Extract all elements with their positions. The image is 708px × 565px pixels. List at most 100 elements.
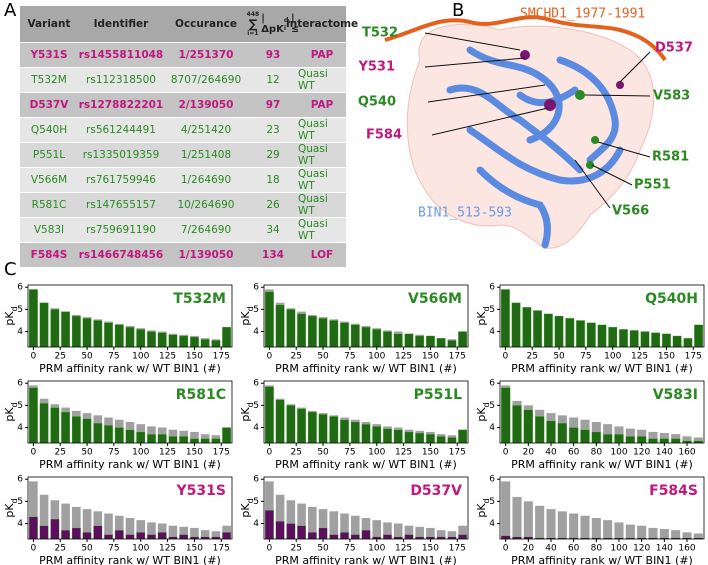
y-axis-label-main: pK xyxy=(475,407,488,422)
bar xyxy=(286,309,296,348)
x-tick-label: 125 xyxy=(159,352,176,362)
bar xyxy=(383,331,392,348)
x-tick-label: 120 xyxy=(633,448,650,458)
domain-label: BIN1_513-593 xyxy=(418,206,512,221)
bar xyxy=(318,318,328,348)
bar xyxy=(415,526,424,539)
y-tick-label: 6 xyxy=(253,379,259,389)
y-tick-label: 4 xyxy=(253,327,259,337)
bar xyxy=(39,302,49,348)
y-tick-label: 4 xyxy=(489,519,495,529)
x-tick-label: 75 xyxy=(344,544,355,554)
bar xyxy=(71,416,81,444)
bar xyxy=(72,506,81,539)
y-axis-label-main: pK xyxy=(475,503,488,518)
bar xyxy=(670,438,681,444)
bar xyxy=(264,291,274,348)
chart-title: T532M xyxy=(173,291,226,307)
bar xyxy=(640,331,650,348)
bar xyxy=(136,329,146,348)
y-axis-label-sub: d xyxy=(246,402,255,407)
x-tick-label: 150 xyxy=(186,352,203,362)
y-tick-label: 6 xyxy=(17,283,23,293)
sum-body: |ΔpK xyxy=(261,13,284,35)
bar xyxy=(307,411,317,444)
chart-title: Q540H xyxy=(645,291,698,307)
y-tick-label: 4 xyxy=(253,423,259,433)
x-axis-label: PRM affinity rank w/ WT BIN1 (#) xyxy=(39,362,221,375)
panel-label: C xyxy=(4,259,17,280)
table-cell: rs1466748456 xyxy=(78,243,164,268)
bar xyxy=(693,533,703,539)
bar xyxy=(125,326,135,348)
chart-title: D537V xyxy=(410,483,462,499)
x-tick-label: 100 xyxy=(132,352,149,362)
header-cell: 448 ∑ i=1 |ΔpK d, i | ≤ xyxy=(247,6,299,43)
table-body: Y531S rs1455811048 1/251370 93 PAP T532M rs112… xyxy=(20,43,346,268)
structure: SMCHD1_1977-1991 BIN1_513-593 xyxy=(384,7,667,249)
bar xyxy=(61,411,71,444)
plot-frame xyxy=(27,380,233,444)
panel-label: A xyxy=(4,0,17,21)
table-cell: 8707/264690 xyxy=(164,68,248,93)
bar xyxy=(286,405,296,444)
table-cell: 1/251408 xyxy=(164,143,248,168)
table-cell: 23 xyxy=(248,118,298,143)
bar xyxy=(297,525,307,540)
x-axis-label: PRM affinity rank w/ WT BIN1 (#) xyxy=(511,458,693,471)
bar xyxy=(404,525,414,539)
x-tick-label: 75 xyxy=(344,352,355,362)
bar xyxy=(39,402,49,444)
bar xyxy=(659,438,670,444)
y-tick-label: 5 xyxy=(17,401,23,411)
bar xyxy=(340,513,349,539)
x-tick-label: 150 xyxy=(422,448,439,458)
bar xyxy=(275,304,285,348)
x-tick-label: 75 xyxy=(580,352,591,362)
bar xyxy=(693,437,703,443)
bar xyxy=(404,534,414,540)
bar xyxy=(297,503,306,539)
x-tick-label: 20 xyxy=(523,448,535,458)
bar xyxy=(147,433,156,444)
y-axis-label-main: pK xyxy=(475,311,488,326)
bar xyxy=(168,334,178,348)
x-tick-label: 160 xyxy=(678,448,695,458)
x-tick-label: 140 xyxy=(656,448,673,458)
x-tick-label: 100 xyxy=(610,544,627,554)
y-axis-label-main: pK xyxy=(3,311,16,326)
sum-sign: ∑ xyxy=(248,17,258,31)
bar xyxy=(114,529,124,540)
table-cell: 29 xyxy=(248,143,298,168)
x-tick-label: 60 xyxy=(568,448,580,458)
bar xyxy=(28,289,38,348)
residue-label: T532 xyxy=(362,26,398,41)
y-axis-label: pKd xyxy=(3,498,19,517)
bar xyxy=(61,503,70,539)
residue-label: Y531 xyxy=(357,60,395,75)
y-axis-label-main: pK xyxy=(239,407,252,422)
table-cell: Quasi WT xyxy=(298,193,346,218)
x-axis-label: PRM affinity rank w/ WT BIN1 (#) xyxy=(39,458,221,471)
table-row: Y531S rs1455811048 1/251370 93 PAP xyxy=(20,43,346,68)
y-tick-label: 6 xyxy=(253,475,259,485)
bar xyxy=(603,424,613,443)
table-row: D537V rs1278822201 2/139050 97 PAP xyxy=(20,93,346,118)
plot-frame xyxy=(499,476,705,540)
x-tick-label: 75 xyxy=(344,448,355,458)
bar xyxy=(136,520,146,539)
residue-label: Q540 xyxy=(358,95,396,110)
table-cell: 4/251420 xyxy=(164,118,248,143)
bar xyxy=(648,431,658,443)
bar xyxy=(147,522,156,539)
bar xyxy=(104,425,113,444)
bar xyxy=(222,427,232,444)
y-tick-label: 6 xyxy=(489,379,495,389)
x-tick-label: 125 xyxy=(159,544,176,554)
x-tick-label: 100 xyxy=(368,352,385,362)
x-tick-label: 100 xyxy=(610,448,627,458)
